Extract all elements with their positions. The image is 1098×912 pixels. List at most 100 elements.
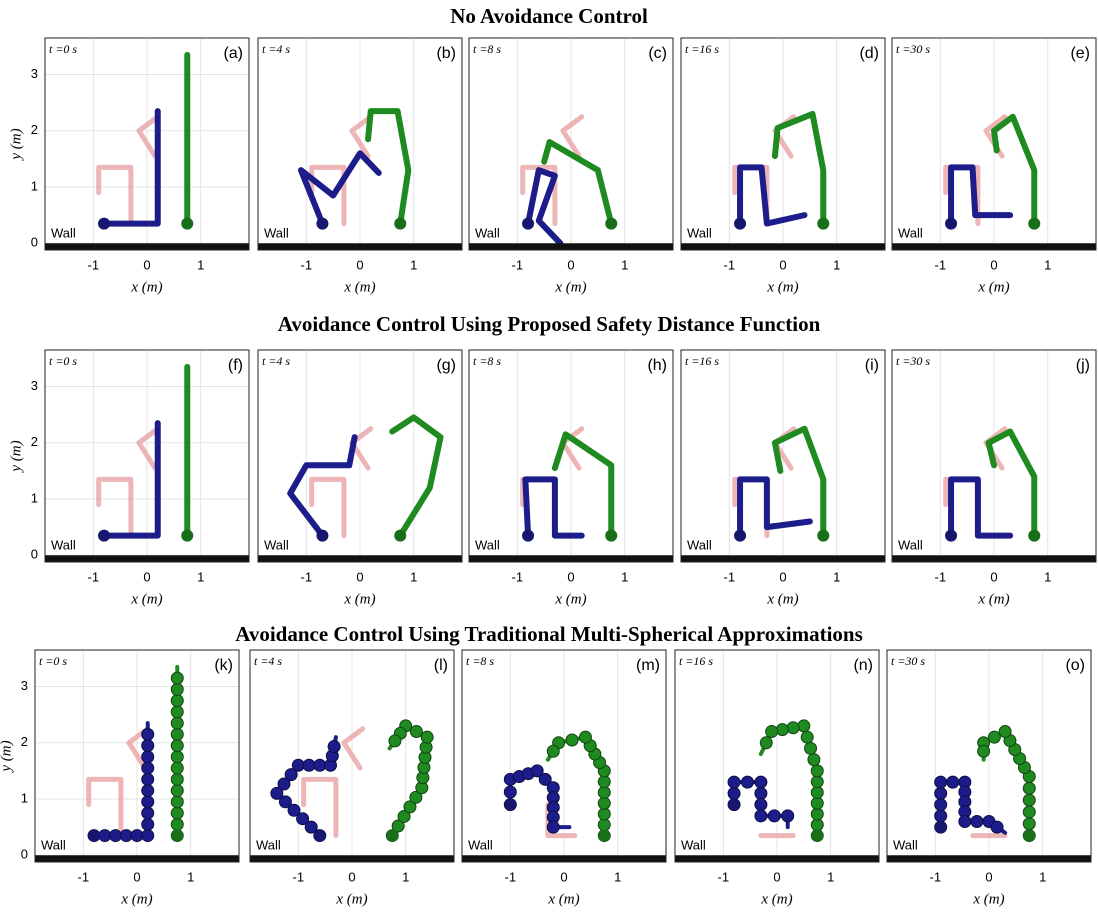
- panel-label: (h): [647, 357, 667, 374]
- sphere: [755, 776, 767, 788]
- wall-label: Wall: [898, 226, 923, 241]
- section-title: Avoidance Control Using Proposed Safety …: [278, 312, 821, 336]
- panel-label: (g): [436, 357, 456, 374]
- y-tick-label: 1: [21, 790, 28, 805]
- y-tick-label: 2: [31, 122, 38, 137]
- panel: -101x (m)Wallt =16 s(d): [681, 38, 885, 295]
- sphere: [171, 717, 183, 729]
- x-tick-label: 0: [133, 869, 140, 884]
- x-tick-label: -1: [293, 869, 305, 884]
- sphere: [421, 731, 433, 743]
- sphere: [142, 818, 154, 830]
- sphere: [811, 776, 823, 788]
- x-tick-label: 1: [833, 257, 840, 272]
- sphere: [768, 810, 780, 822]
- sphere: [142, 807, 154, 819]
- arm-base: [522, 530, 534, 542]
- arm-base: [1023, 830, 1035, 842]
- x-tick-label: 0: [779, 257, 786, 272]
- time-label: t =0 s: [49, 42, 77, 56]
- sphere: [598, 797, 610, 809]
- panel: -101x (m)Wallt =4 s(l): [250, 650, 454, 907]
- wall: [258, 243, 462, 250]
- x-axis-label: x (m): [130, 591, 162, 607]
- wall: [250, 855, 454, 862]
- arm-base: [734, 530, 746, 542]
- y-tick-label: 1: [31, 490, 38, 505]
- arm-base: [316, 218, 328, 230]
- time-label: t =16 s: [685, 354, 719, 368]
- sphere: [171, 672, 183, 684]
- panel: -101x (m)Wallt =8 s(m): [462, 650, 666, 907]
- sphere: [598, 808, 610, 820]
- wall-label: Wall: [264, 226, 289, 241]
- sphere: [579, 731, 591, 743]
- wall: [469, 555, 673, 562]
- panel-label: (b): [436, 45, 456, 62]
- x-tick-label: 0: [560, 869, 567, 884]
- panel-label: (i): [865, 357, 879, 374]
- sphere: [935, 810, 947, 822]
- arm-base: [734, 218, 746, 230]
- sphere: [171, 751, 183, 763]
- sphere: [171, 818, 183, 830]
- x-axis-label: x (m): [547, 891, 579, 907]
- sphere: [787, 722, 799, 734]
- y-axis-label: y (m): [0, 740, 14, 773]
- arm-base: [98, 530, 110, 542]
- x-tick-label: 1: [621, 257, 628, 272]
- sphere: [766, 726, 778, 738]
- x-tick-label: 0: [348, 869, 355, 884]
- sphere: [389, 735, 401, 747]
- arm-base: [181, 530, 193, 542]
- sphere: [755, 810, 767, 822]
- panel: -101x (m)Wallt =4 s(b): [258, 38, 462, 295]
- sphere: [755, 787, 767, 799]
- panel: -101x (m)Wallt =30 s(j): [892, 350, 1096, 607]
- x-tick-label: -1: [930, 869, 942, 884]
- panel-label: (k): [214, 657, 233, 674]
- wall-label: Wall: [687, 538, 712, 553]
- sphere: [1023, 782, 1035, 794]
- x-tick-label: 0: [779, 569, 786, 584]
- x-tick-label: 1: [614, 869, 621, 884]
- time-label: t =8 s: [473, 354, 501, 368]
- x-axis-label: x (m): [343, 591, 375, 607]
- sphere: [1023, 794, 1035, 806]
- sphere: [935, 776, 947, 788]
- y-axis-label: y (m): [8, 128, 24, 161]
- sphere: [811, 819, 823, 831]
- time-label: t =30 s: [896, 42, 930, 56]
- wall: [469, 243, 673, 250]
- sphere: [801, 731, 813, 743]
- wall: [462, 855, 666, 862]
- wall: [892, 243, 1096, 250]
- sphere: [547, 821, 559, 833]
- sphere: [171, 706, 183, 718]
- arm-base: [817, 530, 829, 542]
- time-label: t =30 s: [891, 654, 925, 668]
- wall: [45, 243, 249, 250]
- sphere: [142, 751, 154, 763]
- sphere: [805, 742, 817, 754]
- arm-base: [811, 830, 823, 842]
- panel-label: (o): [1065, 657, 1085, 674]
- x-tick-label: -1: [724, 257, 736, 272]
- wall-label: Wall: [256, 838, 281, 853]
- sphere: [935, 787, 947, 799]
- x-tick-label: -1: [935, 569, 947, 584]
- arm-base: [88, 830, 100, 842]
- x-tick-label: 0: [985, 869, 992, 884]
- x-tick-label: -1: [512, 569, 524, 584]
- sphere: [935, 799, 947, 811]
- sphere: [328, 741, 340, 753]
- sphere: [171, 773, 183, 785]
- x-tick-label: -1: [505, 869, 517, 884]
- sphere: [798, 720, 810, 732]
- sphere: [811, 797, 823, 809]
- arm-base: [817, 218, 829, 230]
- sphere: [808, 754, 820, 766]
- wall-label: Wall: [475, 226, 500, 241]
